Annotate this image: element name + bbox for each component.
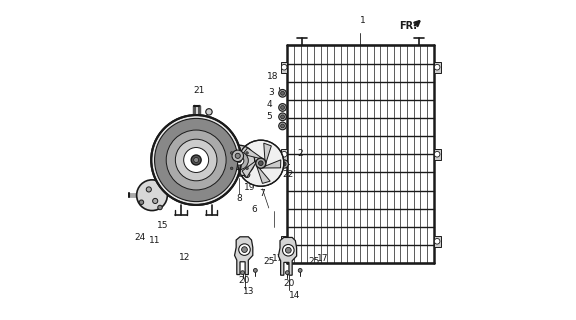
- Circle shape: [166, 130, 226, 190]
- Polygon shape: [287, 45, 434, 263]
- Circle shape: [238, 140, 284, 186]
- Polygon shape: [264, 143, 271, 163]
- Polygon shape: [434, 149, 441, 160]
- Circle shape: [281, 106, 285, 109]
- Text: FR.: FR.: [399, 20, 417, 31]
- Text: 15: 15: [157, 221, 169, 230]
- Circle shape: [187, 156, 192, 160]
- Circle shape: [230, 152, 233, 154]
- Circle shape: [151, 115, 241, 205]
- Circle shape: [238, 244, 250, 255]
- Circle shape: [279, 113, 286, 121]
- Circle shape: [195, 163, 200, 168]
- Text: 16: 16: [224, 161, 236, 170]
- Circle shape: [282, 162, 286, 166]
- Polygon shape: [281, 61, 287, 73]
- Circle shape: [206, 109, 212, 115]
- Text: 22: 22: [282, 170, 294, 179]
- Circle shape: [224, 145, 255, 176]
- Circle shape: [253, 268, 257, 272]
- Text: 6: 6: [252, 205, 257, 214]
- Text: 3: 3: [268, 88, 274, 97]
- Polygon shape: [242, 148, 262, 158]
- Circle shape: [256, 158, 266, 168]
- Circle shape: [139, 200, 143, 204]
- Circle shape: [298, 268, 302, 272]
- Text: 10: 10: [179, 152, 191, 161]
- Text: 8: 8: [237, 194, 242, 203]
- Circle shape: [279, 122, 286, 130]
- Circle shape: [239, 153, 245, 159]
- Text: 17: 17: [272, 254, 283, 263]
- Circle shape: [173, 155, 177, 160]
- Text: 24: 24: [135, 233, 146, 242]
- Text: 7: 7: [260, 189, 266, 198]
- Circle shape: [434, 238, 440, 244]
- Text: 20: 20: [283, 279, 294, 288]
- Circle shape: [279, 104, 286, 111]
- Text: 11: 11: [149, 236, 160, 245]
- Text: 20: 20: [238, 276, 249, 285]
- Text: 21: 21: [194, 86, 204, 95]
- Polygon shape: [278, 237, 297, 275]
- Text: 25: 25: [263, 257, 275, 266]
- Circle shape: [194, 157, 199, 163]
- Polygon shape: [257, 166, 270, 183]
- Text: 23: 23: [166, 152, 178, 161]
- Circle shape: [191, 155, 201, 165]
- Circle shape: [230, 152, 248, 170]
- Circle shape: [281, 151, 287, 157]
- Text: 1: 1: [361, 16, 366, 25]
- Circle shape: [235, 153, 240, 158]
- Circle shape: [281, 238, 287, 244]
- Polygon shape: [281, 236, 287, 247]
- Polygon shape: [242, 160, 257, 178]
- Circle shape: [281, 64, 287, 70]
- Polygon shape: [281, 149, 287, 160]
- Circle shape: [286, 247, 291, 253]
- Text: 17: 17: [317, 254, 328, 263]
- Circle shape: [280, 160, 289, 168]
- Text: 12: 12: [179, 253, 191, 262]
- Circle shape: [281, 115, 285, 119]
- Text: 19: 19: [244, 183, 255, 192]
- Circle shape: [434, 64, 440, 70]
- Circle shape: [184, 148, 209, 172]
- Polygon shape: [434, 61, 441, 73]
- Polygon shape: [434, 236, 441, 247]
- Polygon shape: [234, 237, 253, 275]
- Circle shape: [241, 247, 247, 252]
- Text: 18: 18: [267, 72, 278, 81]
- Circle shape: [246, 167, 248, 170]
- Circle shape: [230, 167, 233, 170]
- Circle shape: [283, 244, 294, 256]
- Circle shape: [175, 139, 217, 181]
- Circle shape: [281, 92, 285, 95]
- Text: 9: 9: [191, 163, 197, 172]
- Circle shape: [286, 271, 289, 275]
- Circle shape: [154, 118, 238, 202]
- Circle shape: [137, 180, 168, 211]
- Circle shape: [281, 124, 285, 128]
- Text: 2: 2: [297, 149, 303, 158]
- Text: 13: 13: [243, 287, 255, 296]
- Text: 14: 14: [289, 292, 300, 300]
- Circle shape: [279, 90, 286, 97]
- Text: 25: 25: [308, 257, 319, 266]
- Circle shape: [158, 205, 162, 210]
- Polygon shape: [263, 160, 281, 168]
- Circle shape: [244, 172, 250, 178]
- Circle shape: [146, 187, 151, 192]
- Text: 4: 4: [267, 100, 272, 109]
- Circle shape: [246, 152, 248, 154]
- Circle shape: [259, 161, 263, 165]
- Circle shape: [235, 156, 244, 165]
- Circle shape: [237, 159, 241, 163]
- Circle shape: [241, 271, 244, 275]
- Circle shape: [232, 150, 244, 162]
- Text: 5: 5: [266, 112, 272, 121]
- Circle shape: [434, 151, 440, 157]
- Circle shape: [153, 198, 158, 204]
